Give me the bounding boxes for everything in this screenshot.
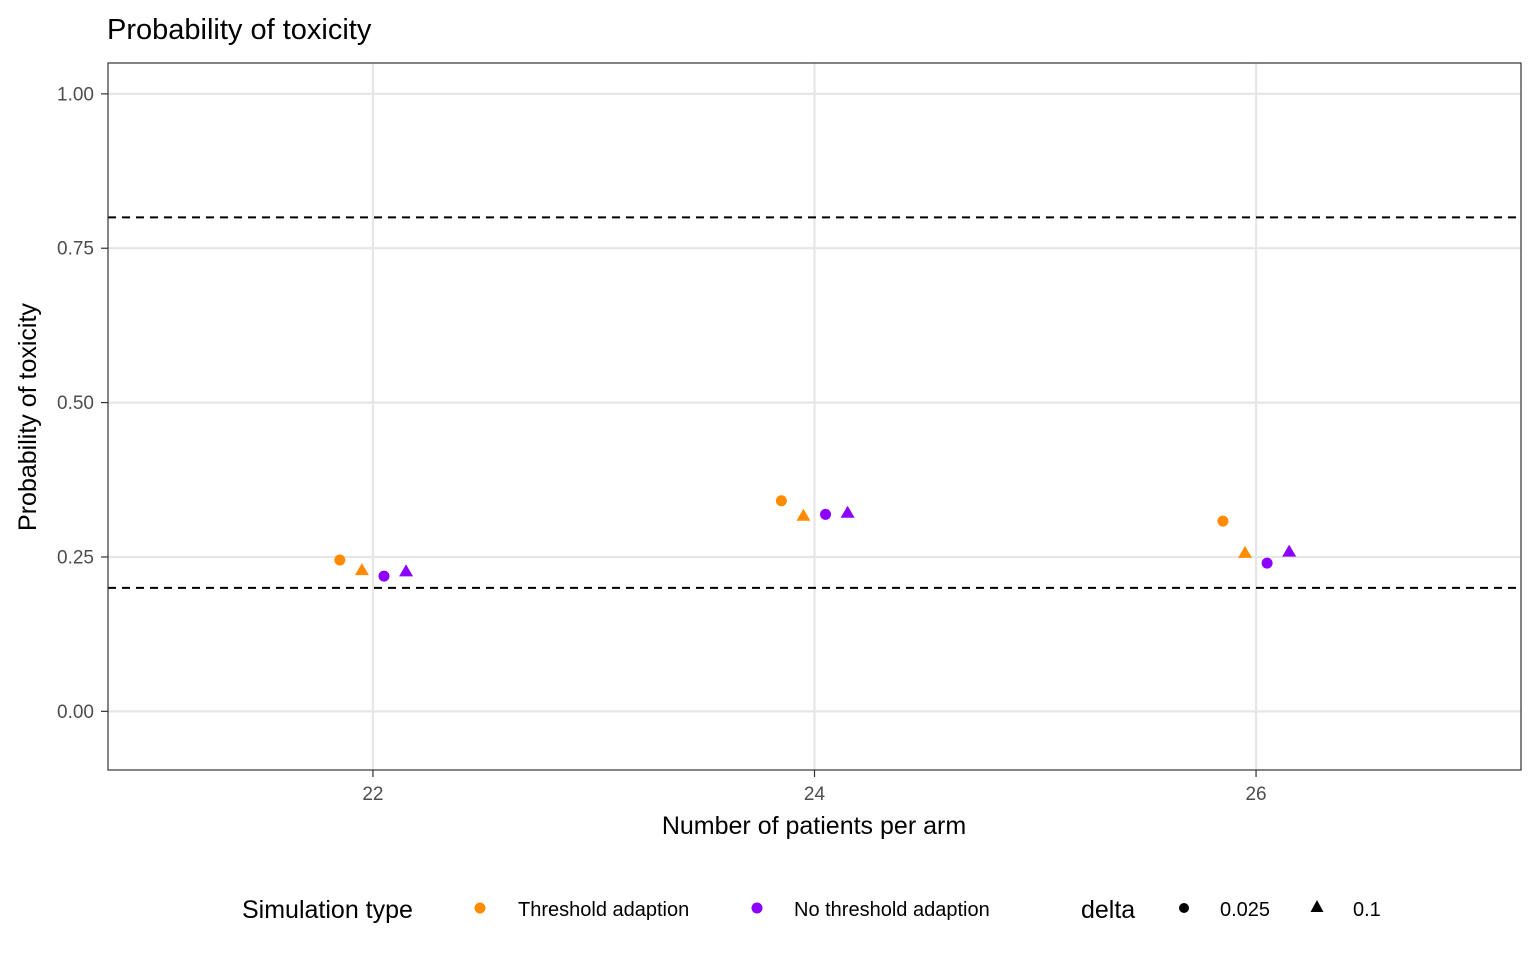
x-tick-label: 24 bbox=[804, 784, 826, 805]
legend: Simulation type Threshold adaption No th… bbox=[242, 896, 1381, 924]
y-tick-label: 0.25 bbox=[57, 547, 94, 568]
legend-label-threshold-adaption: Threshold adaption bbox=[518, 899, 689, 921]
data-point bbox=[1238, 545, 1253, 558]
reference-lines bbox=[108, 216, 1521, 589]
x-tick-label: 22 bbox=[362, 784, 383, 805]
data-point bbox=[1261, 557, 1273, 569]
y-tick-label: 1.00 bbox=[57, 84, 94, 105]
legend-key-threshold-adaption bbox=[474, 902, 486, 914]
data-point bbox=[1217, 515, 1229, 527]
data-point bbox=[820, 508, 832, 520]
legend-color-title: Simulation type bbox=[242, 896, 413, 924]
legend-key-delta-01 bbox=[1310, 900, 1324, 912]
legend-shape-title: delta bbox=[1081, 896, 1135, 924]
data-point bbox=[399, 564, 414, 577]
y-tick-label: 0.50 bbox=[57, 393, 94, 414]
legend-label-no-threshold-adaption: No threshold adaption bbox=[794, 899, 990, 921]
y-axis-label: Probability of toxicity bbox=[14, 303, 42, 531]
data-point bbox=[334, 554, 346, 566]
data-point bbox=[775, 495, 787, 507]
data-point bbox=[354, 563, 369, 576]
legend-label-delta-01: 0.1 bbox=[1353, 899, 1381, 921]
data-point bbox=[840, 505, 855, 518]
data-points bbox=[334, 495, 1297, 582]
data-point bbox=[1282, 544, 1297, 557]
legend-key-delta-0025 bbox=[1179, 903, 1189, 913]
y-tick-label: 0.75 bbox=[57, 239, 94, 260]
y-axis: 0.00 0.25 0.50 0.75 1.00 bbox=[57, 84, 108, 723]
y-tick-label: 0.00 bbox=[57, 702, 94, 723]
chart-title: Probability of toxicity bbox=[107, 14, 372, 46]
data-point bbox=[378, 570, 390, 582]
legend-key-no-threshold-adaption bbox=[751, 902, 763, 914]
x-axis-label: Number of patients per arm bbox=[662, 812, 966, 840]
x-tick-label: 26 bbox=[1245, 784, 1266, 805]
x-axis: 22 24 26 bbox=[362, 770, 1267, 805]
plot-panel bbox=[107, 62, 1522, 771]
legend-label-delta-0025: 0.025 bbox=[1220, 899, 1270, 921]
data-point bbox=[796, 508, 811, 521]
